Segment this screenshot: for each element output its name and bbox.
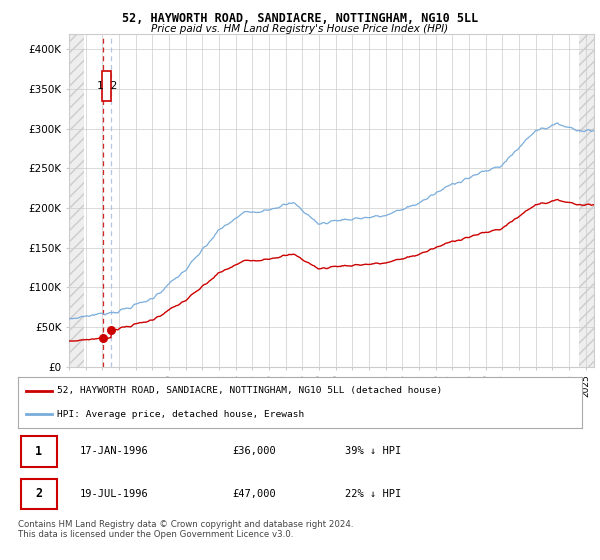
Text: 1 2: 1 2 <box>97 81 117 91</box>
Text: 39% ↓ HPI: 39% ↓ HPI <box>345 446 401 456</box>
Bar <box>21 436 58 466</box>
Bar <box>102 71 112 101</box>
Bar <box>21 479 58 509</box>
Text: 1: 1 <box>35 445 43 458</box>
Text: HPI: Average price, detached house, Erewash: HPI: Average price, detached house, Erew… <box>58 410 305 419</box>
Text: 17-JAN-1996: 17-JAN-1996 <box>80 446 149 456</box>
Text: £36,000: £36,000 <box>232 446 276 456</box>
Text: 52, HAYWORTH ROAD, SANDIACRE, NOTTINGHAM, NG10 5LL (detached house): 52, HAYWORTH ROAD, SANDIACRE, NOTTINGHAM… <box>58 386 443 395</box>
Bar <box>69 34 85 367</box>
Text: Price paid vs. HM Land Registry's House Price Index (HPI): Price paid vs. HM Land Registry's House … <box>151 24 449 34</box>
Text: 2: 2 <box>35 487 43 501</box>
Bar <box>578 34 595 367</box>
Text: 52, HAYWORTH ROAD, SANDIACRE, NOTTINGHAM, NG10 5LL: 52, HAYWORTH ROAD, SANDIACRE, NOTTINGHAM… <box>122 12 478 25</box>
Point <box>98 334 108 343</box>
Text: Contains HM Land Registry data © Crown copyright and database right 2024.
This d: Contains HM Land Registry data © Crown c… <box>18 520 353 539</box>
Text: 19-JUL-1996: 19-JUL-1996 <box>80 489 149 499</box>
Text: £47,000: £47,000 <box>232 489 276 499</box>
Point <box>107 325 116 334</box>
Text: 22% ↓ HPI: 22% ↓ HPI <box>345 489 401 499</box>
